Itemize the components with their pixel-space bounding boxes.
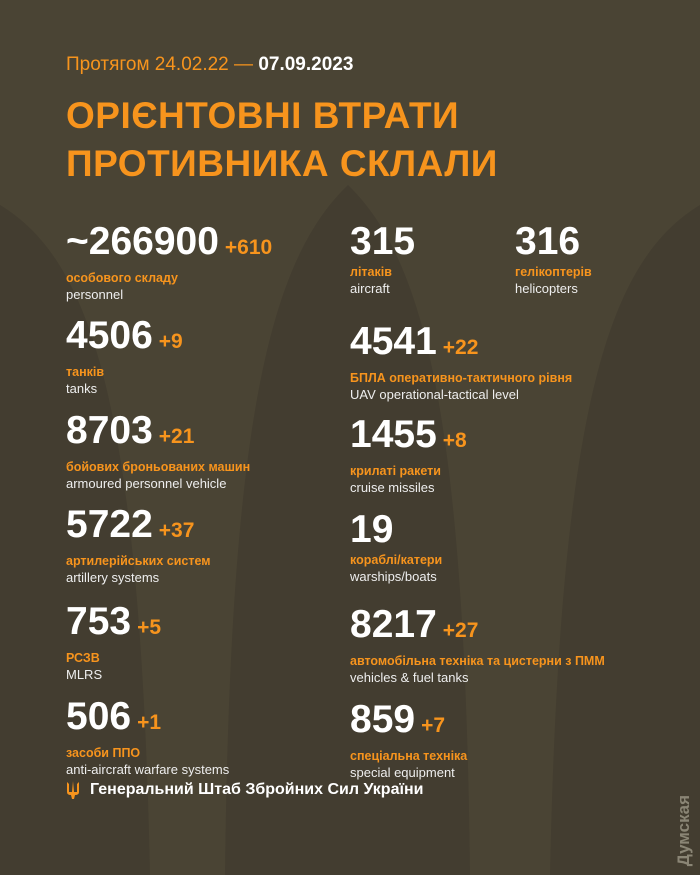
page-title: ОРІЄНТОВНІ ВТРАТИ ПРОТИВНИКА СКЛАЛИ — [66, 95, 498, 184]
stat-label-ua: артилерійських систем — [66, 554, 211, 568]
stat-delta: +5 — [137, 616, 162, 639]
stat-tanks: 4506 +9 танків tanks — [66, 314, 183, 397]
stat-label-en: aircraft — [350, 281, 390, 296]
stat-label-ua: бойових броньованих машин — [66, 460, 251, 474]
stat-special: 859 +7 спеціальна техніка special equipment — [350, 698, 468, 781]
stat-label-en: helicopters — [515, 281, 578, 296]
stat-value: 506 +1 — [66, 695, 162, 738]
stat-label-ua: БПЛА оперативно-тактичного рівня — [350, 371, 573, 385]
stat-label-en: warships/boats — [350, 569, 437, 584]
stat-label-ua: танків — [66, 365, 105, 379]
stat-value: 19 — [350, 508, 394, 551]
stat-helicopters: 316 гелікоптерів helicopters — [515, 220, 592, 297]
stat-label-en: cruise missiles — [350, 480, 435, 495]
stat-delta: +7 — [421, 714, 446, 737]
stat-label-ua: літаків — [350, 265, 392, 279]
stat-label-ua: кораблі/катери — [350, 553, 443, 567]
stat-label-en: artillery systems — [66, 570, 160, 585]
stat-value: 4506 +9 — [66, 314, 183, 357]
stat-label-en: vehicles & fuel tanks — [350, 670, 469, 685]
stat-value: 316 — [515, 220, 581, 263]
stat-uav: 4541 +22 БПЛА оперативно-тактичного рівня U… — [350, 320, 573, 403]
stat-value: 315 — [350, 220, 416, 263]
stat-value: 8703 +21 — [66, 409, 195, 452]
stat-aircraft: 315 літаків aircraft — [350, 220, 416, 297]
stat-label-en: armoured personnel vehicle — [66, 476, 227, 491]
stat-armoured: 8703 +21 бойових броньованих машин armoured… — [66, 409, 251, 492]
stat-label-en: tanks — [66, 381, 98, 396]
stat-cruise: 1455 +8 крилаті ракети cruise missiles — [350, 413, 467, 496]
period: Протягом 24.02.22 — 07.09.2023 — [66, 54, 354, 75]
stat-antiaircraft: 506 +1 засоби ППО anti-aircraft warfare sys… — [66, 695, 230, 778]
footer-text: Генеральний Штаб Збройних Сил України — [90, 781, 424, 798]
stat-delta: +9 — [158, 330, 183, 353]
stat-personnel: ~266900 +610 особового складу personnel — [66, 220, 273, 303]
stat-value: 753 +5 — [66, 600, 162, 643]
stat-label-ua: крилаті ракети — [350, 464, 441, 478]
stat-value: 859 +7 — [350, 698, 446, 741]
stat-delta: +8 — [442, 429, 467, 452]
stat-value: ~266900 +610 — [66, 220, 273, 263]
stat-mlrs: 753 +5 РСЗВ MLRS — [66, 600, 162, 683]
stat-value: 1455 +8 — [350, 413, 467, 456]
stat-delta: +21 — [158, 425, 195, 448]
stat-delta: +27 — [442, 619, 479, 642]
stat-value: 4541 +22 — [350, 320, 479, 363]
stat-delta: +22 — [442, 336, 479, 359]
stat-value: 5722 +37 — [66, 503, 195, 546]
stat-label-en: UAV operational-tactical level — [350, 387, 519, 402]
stat-label-en: personnel — [66, 287, 124, 302]
stat-label-ua: засоби ППО — [66, 746, 141, 760]
stat-delta: +1 — [137, 711, 162, 734]
stat-label-ua: особового складу — [66, 271, 179, 285]
watermark: Думская — [674, 795, 693, 867]
stat-label-ua: автомобільна техніка та цистерни з ПММ — [350, 654, 605, 668]
stat-delta: +37 — [158, 519, 195, 542]
stat-artillery: 5722 +37 артилерійських систем artillery sy… — [66, 503, 211, 586]
stat-label-en: anti-aircraft warfare systems — [66, 762, 230, 777]
stat-delta: +610 — [224, 236, 273, 259]
stat-warshipsboats: 19 кораблі/катери warships/boats — [350, 508, 443, 585]
stat-vehicles: 8217 +27 автомобільна техніка та цистерни … — [350, 603, 605, 686]
stat-label-en: MLRS — [66, 667, 103, 682]
stat-label-ua: спеціальна техніка — [350, 749, 468, 763]
stat-label-ua: гелікоптерів — [515, 265, 592, 279]
stat-label-ua: РСЗВ — [66, 651, 100, 665]
stat-value: 8217 +27 — [350, 603, 479, 646]
stat-label-en: special equipment — [350, 765, 455, 780]
footer: Генеральний Штаб Збройних Сил України — [66, 780, 423, 800]
trident-icon — [67, 781, 79, 799]
